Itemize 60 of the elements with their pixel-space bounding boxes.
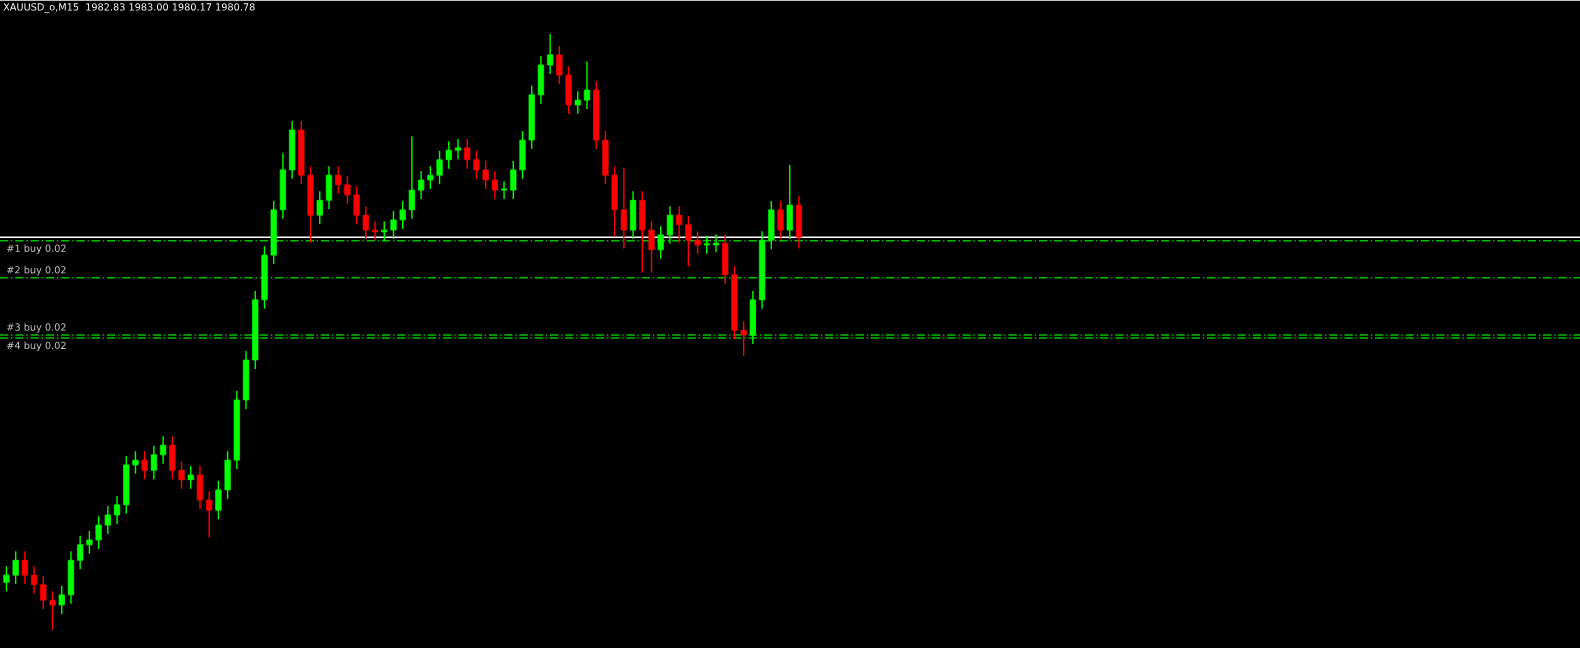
ref-line-label: #4 buy 0.02	[7, 341, 66, 351]
candlestick	[316, 190, 323, 225]
candlestick	[500, 180, 508, 200]
candlestick	[381, 220, 388, 242]
candlestick	[473, 150, 480, 180]
candlestick	[21, 550, 28, 585]
candlestick	[159, 435, 167, 465]
candlestick	[150, 445, 158, 480]
candlestick	[740, 320, 747, 357]
candlestick	[418, 170, 425, 200]
candlestick	[491, 170, 498, 200]
candlestick	[40, 575, 47, 610]
candlestick	[464, 138, 471, 170]
candlestick	[95, 515, 102, 550]
candlestick	[694, 230, 701, 255]
candlestick	[178, 460, 185, 490]
candlestick	[335, 165, 342, 195]
candlestick	[685, 215, 692, 268]
candlestick	[427, 165, 434, 190]
candlestick	[132, 450, 139, 475]
candlestick	[777, 200, 784, 240]
candlestick	[574, 90, 581, 115]
candlestick	[666, 205, 674, 245]
candlestick	[86, 530, 93, 555]
candlestick	[390, 210, 397, 240]
candlestick	[454, 138, 462, 160]
candlestick	[556, 45, 563, 85]
candlestick	[547, 33, 554, 75]
candlestick	[30, 565, 38, 595]
candlestick	[344, 175, 351, 205]
candlestick	[12, 550, 19, 585]
candlestick	[49, 590, 56, 631]
candlestick	[648, 220, 655, 274]
ref-line-label: #2 buy 0.02	[7, 265, 66, 276]
candlestick	[3, 565, 10, 592]
candlestick	[141, 450, 148, 480]
candlestick	[104, 505, 111, 535]
candlestick	[676, 205, 683, 244]
candlestick	[657, 225, 664, 260]
candlestick	[77, 535, 84, 570]
candlestick	[408, 135, 416, 220]
ref-line-label: #3 buy 0.02	[7, 323, 66, 333]
candlestick	[215, 480, 222, 520]
chart-title: XAUUSD_o,M15 1982.83 1983.00 1980.17 1980.78	[3, 3, 255, 13]
candlestick	[712, 233, 720, 253]
candlestick	[445, 140, 452, 170]
candlestick	[583, 60, 591, 110]
candlestick	[206, 490, 213, 539]
candlestick	[113, 495, 121, 525]
candlestick	[510, 160, 517, 200]
candlestick	[353, 185, 360, 225]
ref-line-label: #1 buy 0.02	[7, 244, 66, 254]
candlestick	[362, 205, 369, 240]
candlestick	[399, 200, 406, 230]
candlestick	[482, 160, 489, 190]
candlestick	[58, 585, 65, 615]
candlestick	[436, 150, 443, 185]
candlestick	[371, 220, 379, 242]
candlestick	[620, 167, 627, 250]
candlestick	[187, 465, 194, 490]
